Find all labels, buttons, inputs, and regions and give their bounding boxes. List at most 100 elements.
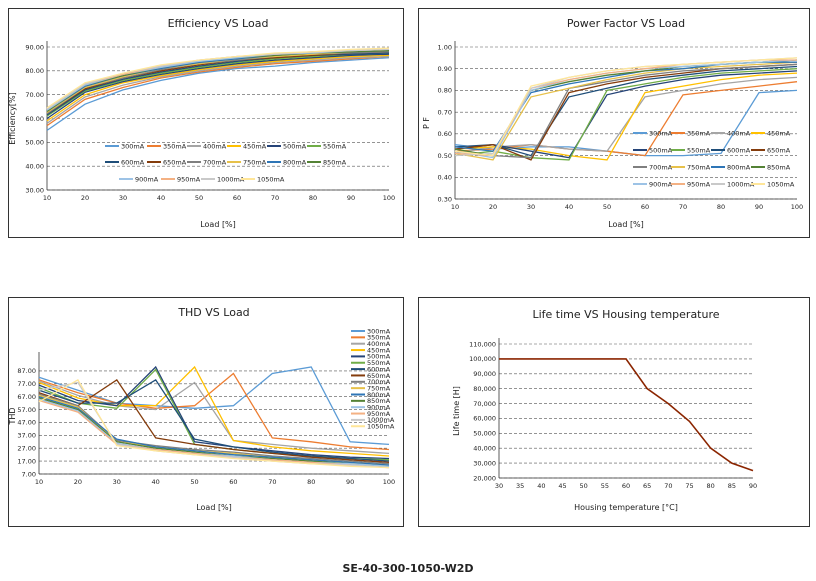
eff-series-line-300mA [46, 57, 390, 131]
efficiency-chart: Efficiency VS Load 30.00 40.00 50.00 60.00 70… [8, 17, 395, 229]
thd-legend-label: 400mA [367, 340, 391, 348]
thd-chart-panel: THD VS Load 7.00 17.00 27.00 37.00 47.00 57.00… [8, 297, 404, 527]
pf-legend-label: 350mA [687, 129, 711, 137]
pf-ytick-label: 0.80 [438, 87, 452, 95]
pf-legend-label: 850mA [767, 163, 791, 171]
life-xtick-label: 70 [664, 482, 672, 490]
eff-legend-label: 1050mA [257, 175, 285, 183]
thd-series-line-400mA [38, 380, 390, 455]
eff-ytick-label: 60.00 [25, 115, 44, 123]
life-title: Life time VS Housing temperature [532, 308, 719, 321]
pf-title: Power Factor VS Load [567, 17, 685, 30]
pf-y-label: P F [422, 117, 431, 129]
eff-xtick-label: 20 [81, 194, 89, 202]
life-ytick-label: 30,000 [473, 459, 496, 467]
thd-y-label: THD [8, 407, 17, 425]
eff-y-label: Efficiency[%] [8, 92, 17, 144]
eff-ytick-label: 50.00 [25, 139, 44, 147]
model-number: SE-40-300-1050-W2D [342, 562, 474, 575]
pf-legend-label: 1050mA [767, 180, 795, 188]
eff-ytick-label: 80.00 [25, 67, 44, 75]
eff-title: Efficiency VS Load [168, 17, 269, 30]
thd-chart: THD VS Load 7.00 17.00 27.00 37.00 47.00 57.00… [8, 306, 395, 512]
eff-legend-label: 850mA [323, 158, 347, 166]
eff-series-line-450mA [46, 54, 390, 122]
life-ytick-label: 50,000 [473, 430, 496, 438]
thd-legend-label: 550mA [367, 359, 391, 367]
life-ytick-label: 40,000 [473, 445, 496, 453]
pf-series-line-400mA [454, 76, 798, 155]
life-xtick-label: 80 [707, 482, 715, 490]
pf-xtick-label: 20 [489, 203, 497, 211]
eff-series-line-350mA [46, 55, 390, 127]
thd-legend-label: 800mA [367, 391, 391, 399]
pf-legend-label: 600mA [727, 146, 751, 154]
pf-legend-label: 550mA [687, 146, 711, 154]
eff-legend-label: 800mA [283, 158, 307, 166]
thd-series-line-1050mA [38, 379, 390, 469]
life-xtick-label: 50 [580, 482, 588, 490]
eff-xtick-label: 80 [309, 194, 317, 202]
life-ytick-label: 20,000 [473, 474, 496, 482]
pf-legend-label: 950mA [687, 180, 711, 188]
eff-x-label: Load [%] [200, 220, 236, 229]
efficiency-chart-panel: Efficiency VS Load 30.00 40.00 50.00 60.00 70… [8, 8, 404, 238]
eff-legend-label: 750mA [243, 158, 267, 166]
thd-legend-label: 1050mA [367, 423, 395, 431]
thd-legend-label: 850mA [367, 397, 391, 405]
pf-legend-label: 750mA [687, 163, 711, 171]
eff-xtick-label: 40 [157, 194, 165, 202]
pf-xtick-label: 60 [641, 203, 649, 211]
eff-series-line-500mA [46, 53, 390, 120]
eff-legend-label: 350mA [163, 142, 187, 150]
eff-ytick-label: 90.00 [25, 43, 44, 51]
eff-legend-label: 550mA [323, 142, 347, 150]
life-xtick-label: 85 [728, 482, 736, 490]
thd-legend-label: 500mA [367, 353, 391, 361]
eff-xtick-label: 30 [119, 194, 127, 202]
pf-legend-label: 1000mA [727, 180, 755, 188]
thd-ytick-label: 47.00 [17, 419, 36, 427]
thd-ytick-label: 57.00 [17, 406, 36, 414]
pf-ytick-label: 0.90 [438, 65, 452, 73]
thd-series-line-600mA [38, 379, 390, 462]
eff-xtick-label: 50 [195, 194, 203, 202]
life-xtick-label: 30 [495, 482, 503, 490]
thd-legend-label: 900mA [367, 404, 391, 412]
life-xtick-label: 55 [601, 482, 609, 490]
pf-x-label: Load [%] [608, 220, 644, 229]
pf-series-line-600mA [454, 65, 798, 157]
thd-xtick-label: 70 [268, 478, 276, 486]
thd-xtick-label: 60 [229, 478, 237, 486]
life-series-line [499, 358, 754, 472]
life-ytick-label: 60,000 [473, 415, 496, 423]
pf-series-line-700mA [454, 63, 798, 159]
thd-xtick-label: 100 [383, 478, 395, 486]
eff-legend-label: 500mA [283, 142, 307, 150]
pf-xtick-label: 90 [755, 203, 763, 211]
eff-legend-label: 400mA [203, 142, 227, 150]
thd-ytick-label: 77.00 [17, 380, 36, 388]
pf-xtick-label: 100 [791, 203, 803, 211]
life-ytick-label: 90,000 [473, 370, 496, 378]
pf-legend-label: 700mA [649, 163, 673, 171]
thd-xtick-label: 30 [113, 478, 121, 486]
thd-ytick-label: 37.00 [17, 432, 36, 440]
thd-series-line-450mA [38, 365, 390, 457]
lifetime-chart: Life time VS Housing temperature20,00030… [452, 308, 757, 512]
life-xtick-label: 35 [516, 482, 524, 490]
thd-series-line-350mA [38, 372, 390, 451]
eff-legend-label: 950mA [177, 175, 201, 183]
life-xtick-label: 60 [622, 482, 630, 490]
pf-series-line-550mA [454, 68, 798, 161]
eff-xtick-label: 60 [233, 194, 241, 202]
eff-legend-label: 900mA [135, 175, 159, 183]
eff-legend-label: 700mA [203, 158, 227, 166]
thd-legend-label: 450mA [367, 346, 391, 354]
thd-legend-label: 300mA [367, 327, 391, 335]
life-ytick-label: 70,000 [473, 400, 496, 408]
thd-ytick-label: 27.00 [17, 445, 36, 453]
eff-xtick-label: 10 [43, 194, 51, 202]
thd-legend-label: 950mA [367, 410, 391, 418]
thd-series-line-300mA [38, 366, 390, 446]
